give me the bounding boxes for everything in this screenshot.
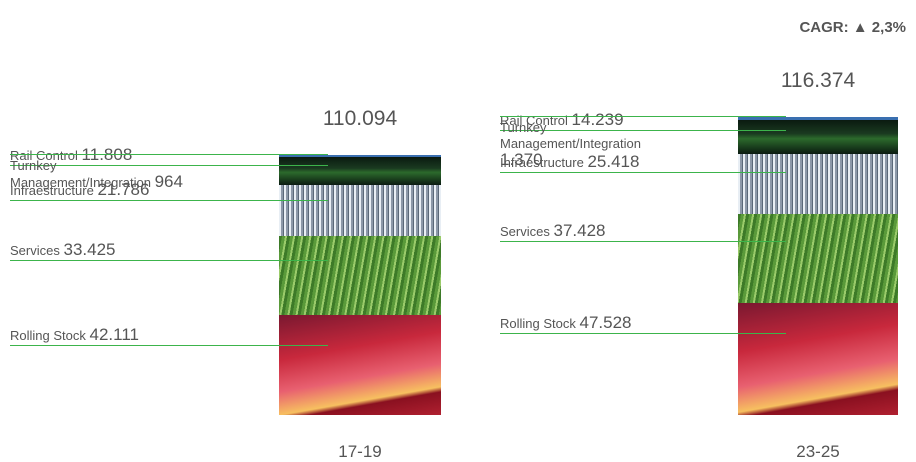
segment-label: Turnkey Management/Integration 1.370 bbox=[500, 120, 675, 169]
series-name: Turnkey Management/Integration bbox=[10, 157, 151, 190]
total-label: 116.374 bbox=[780, 69, 856, 92]
cagr-annotation: CAGR: ▲ 2,3% bbox=[799, 19, 906, 36]
value-label: 21.786 bbox=[97, 180, 150, 200]
leader-line bbox=[500, 116, 786, 117]
value-label: 37.428 bbox=[553, 220, 606, 240]
series-name: Rail Control bbox=[10, 148, 78, 164]
bar-segment bbox=[738, 117, 898, 121]
series-name: Rail Control bbox=[500, 113, 568, 129]
segment-label: Rail Control 11.808 bbox=[10, 145, 185, 165]
bar-segment bbox=[738, 302, 898, 415]
bar-segment bbox=[279, 236, 441, 316]
value-label: 964 bbox=[154, 171, 183, 191]
leader-line bbox=[10, 345, 328, 347]
category-label: 17-19 bbox=[338, 442, 382, 461]
bar-segment bbox=[279, 315, 441, 415]
bar-segment bbox=[738, 120, 898, 154]
series-name: Infraestructure bbox=[500, 154, 584, 170]
total-label: 110.094 bbox=[322, 106, 398, 130]
leader-line bbox=[500, 332, 786, 334]
series-name: Turnkey Management/Integration bbox=[500, 120, 641, 151]
leader-line bbox=[500, 240, 786, 242]
segment-label: Rolling Stock 47.528 bbox=[500, 312, 675, 332]
value-label: 42.111 bbox=[89, 325, 139, 345]
leader-line bbox=[10, 200, 328, 202]
segment-label: Rail Control 14.239 bbox=[500, 110, 675, 130]
bar-segment bbox=[279, 154, 441, 157]
category-label: 23-25 bbox=[796, 442, 840, 461]
leader-line bbox=[10, 153, 328, 155]
bar-segment bbox=[738, 214, 898, 303]
segment-label: Infraestructure 25.418 bbox=[500, 151, 675, 171]
bar-segment bbox=[279, 184, 441, 237]
value-label: 25.418 bbox=[587, 151, 640, 171]
segment-label: Services 37.428 bbox=[500, 220, 675, 240]
leader-line bbox=[10, 165, 328, 167]
series-name: Rolling Stock bbox=[500, 315, 576, 331]
segment-label: Turnkey Management/Integration 964 bbox=[10, 158, 185, 191]
value-label: 1.370 bbox=[500, 150, 543, 169]
value-label: 14.239 bbox=[571, 110, 624, 130]
value-label: 33.425 bbox=[63, 240, 116, 260]
leader-line bbox=[10, 260, 328, 262]
segment-label: Rolling Stock 42.111 bbox=[10, 325, 185, 345]
series-name: Services bbox=[500, 223, 550, 239]
segment-label: Infraestructure 21.786 bbox=[10, 180, 185, 200]
segment-label: Services 33.425 bbox=[10, 240, 185, 260]
bar-segment bbox=[279, 156, 441, 185]
series-name: Services bbox=[10, 243, 60, 259]
bar-segment bbox=[738, 153, 898, 215]
series-name: Rolling Stock bbox=[10, 328, 86, 344]
series-name: Infraestructure bbox=[10, 183, 94, 199]
leader-line bbox=[500, 171, 786, 173]
leader-line bbox=[500, 130, 786, 132]
value-label: 47.528 bbox=[579, 312, 632, 332]
value-label: 11.808 bbox=[81, 145, 133, 165]
